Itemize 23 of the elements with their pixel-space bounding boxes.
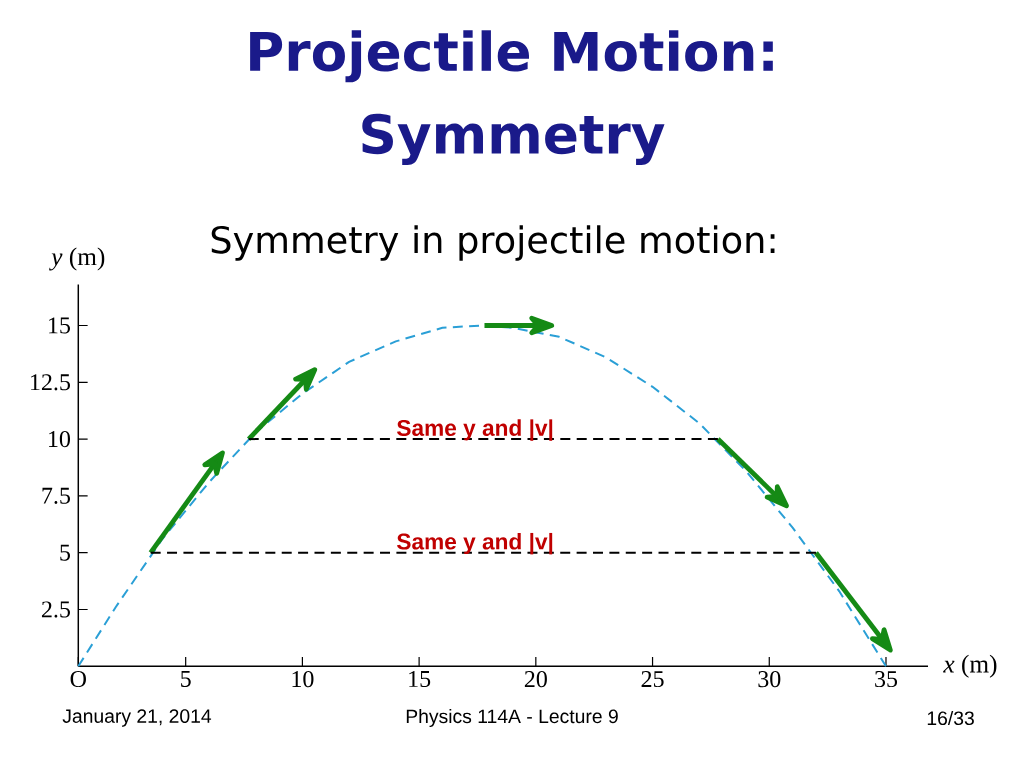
y-tick-label: 15 — [49, 317, 70, 334]
chart-subtitle: Symmetry in projectile motion: — [211, 225, 775, 261]
x-tick-label: 25 — [641, 671, 664, 688]
y-tick-label: 12.5 — [31, 374, 70, 391]
annotation: Same y and |v| — [397, 532, 553, 555]
x-tick-label: 20 — [524, 671, 547, 688]
y-tick-label: 7.5 — [42, 487, 70, 504]
x-tick-label: 30 — [758, 671, 781, 688]
x-axis-title: x (m) — [943, 654, 997, 678]
text: Physics 114A - Lecture 9 — [406, 708, 618, 728]
y-tick-label: 2.5 — [41, 601, 70, 618]
annotation: Same y and |v| — [397, 419, 553, 441]
text: January 21, 2014 — [62, 709, 212, 727]
y-tick-label: 5 — [60, 544, 70, 561]
x-tick-label: 15 — [409, 671, 431, 688]
y-axis-title: y (m) — [49, 247, 105, 271]
x-tick-label: 10 — [292, 671, 314, 688]
x-tick-label: 35 — [875, 671, 898, 688]
x-tick-label: O — [70, 671, 86, 688]
chart-title: Projectile Motion: Symmetry — [250, 30, 773, 165]
x-tick-label: 5 — [181, 670, 191, 687]
y-tick-label: 10 — [49, 431, 70, 448]
text: 16/33 — [927, 710, 974, 726]
